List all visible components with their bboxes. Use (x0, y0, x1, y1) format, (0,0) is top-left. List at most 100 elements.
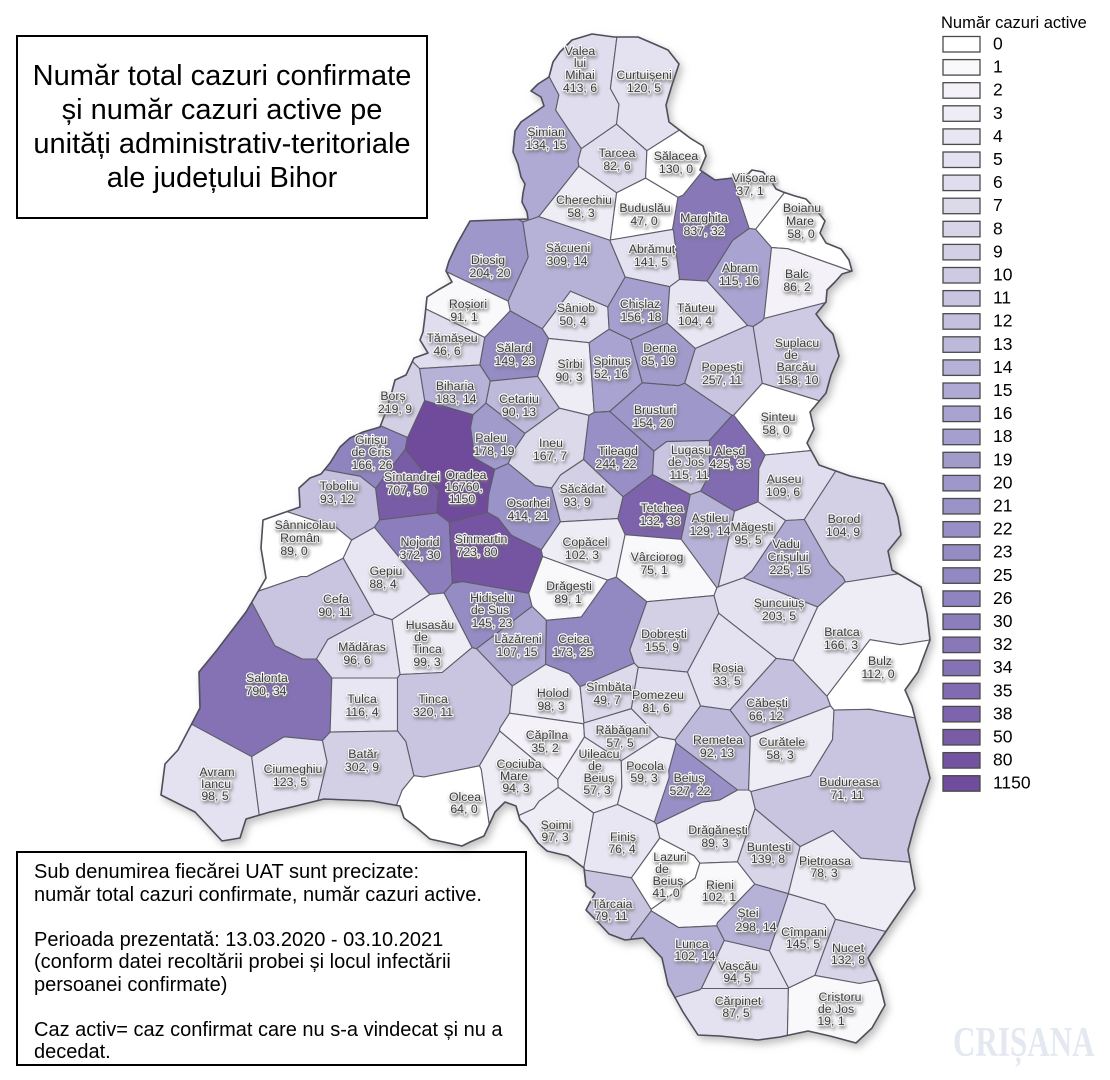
svg-text:Oradea: Oradea (445, 468, 486, 482)
svg-text:Ștei: Ștei (737, 906, 758, 920)
svg-text:71, 11: 71, 11 (830, 788, 863, 802)
svg-text:Sălard: Sălard (496, 341, 532, 355)
svg-text:107, 15: 107, 15 (496, 645, 537, 659)
svg-text:Suplacu: Suplacu (775, 336, 820, 350)
svg-text:116, 4: 116, 4 (345, 705, 378, 719)
svg-text:Tinca: Tinca (412, 642, 442, 656)
svg-text:723, 80: 723, 80 (456, 545, 497, 559)
svg-text:50, 4: 50, 4 (559, 314, 587, 328)
svg-text:19, 1: 19, 1 (817, 1014, 845, 1028)
svg-text:257, 11: 257, 11 (702, 373, 742, 387)
svg-text:102, 3: 102, 3 (565, 548, 599, 562)
svg-text:Chișlaz: Chișlaz (620, 297, 660, 311)
svg-text:204, 20: 204, 20 (469, 266, 510, 280)
svg-text:Drăgănești: Drăgănești (688, 823, 747, 837)
svg-text:49, 7: 49, 7 (593, 693, 621, 707)
svg-text:104, 9: 104, 9 (826, 525, 860, 539)
svg-text:14: 14 (993, 357, 1013, 377)
svg-text:102, 14: 102, 14 (674, 949, 715, 963)
svg-text:16: 16 (993, 403, 1012, 423)
svg-text:Balc: Balc (785, 267, 809, 281)
svg-text:Căpîlna: Căpîlna (526, 728, 569, 742)
svg-text:120, 5: 120, 5 (627, 81, 661, 95)
svg-text:Tileagd: Tileagd (598, 444, 638, 458)
svg-text:Sânnicolau: Sânnicolau (275, 518, 336, 532)
svg-text:Ciumeghiu: Ciumeghiu (264, 762, 323, 776)
svg-text:89, 3: 89, 3 (701, 836, 729, 850)
svg-text:Curătele: Curătele (759, 735, 806, 749)
svg-text:244, 22: 244, 22 (595, 457, 636, 471)
svg-text:Holod: Holod (537, 686, 569, 700)
svg-text:88, 4: 88, 4 (369, 577, 397, 591)
svg-text:5: 5 (993, 149, 1003, 169)
svg-text:Nucet: Nucet (832, 941, 865, 955)
svg-text:Diosig: Diosig (471, 253, 505, 267)
svg-text:Gepiu: Gepiu (370, 564, 403, 578)
svg-text:132, 8: 132, 8 (831, 953, 865, 967)
svg-text:130, 0: 130, 0 (659, 162, 693, 176)
svg-text:707, 50: 707, 50 (386, 483, 427, 497)
svg-text:13: 13 (993, 334, 1012, 354)
svg-text:Derna: Derna (643, 341, 677, 355)
svg-text:Finiș: Finiș (610, 830, 636, 844)
svg-text:123, 5: 123, 5 (273, 775, 307, 789)
svg-text:320, 11: 320, 11 (413, 705, 453, 719)
svg-text:414, 21: 414, 21 (507, 509, 548, 523)
svg-text:115, 16: 115, 16 (719, 274, 759, 288)
svg-text:132, 38: 132, 38 (639, 514, 680, 528)
svg-text:Tărcaia: Tărcaia (591, 897, 632, 911)
svg-text:302, 9: 302, 9 (345, 760, 379, 774)
svg-text:Cetariu: Cetariu (499, 392, 539, 406)
svg-text:81, 6: 81, 6 (642, 701, 670, 715)
svg-text:Buntești: Buntești (747, 840, 791, 854)
svg-text:145, 23: 145, 23 (471, 616, 512, 630)
svg-text:92, 13: 92, 13 (700, 746, 734, 760)
svg-text:Osorhei: Osorhei (506, 496, 549, 510)
svg-text:Aștileu: Aștileu (692, 511, 729, 525)
svg-text:219, 9: 219, 9 (378, 402, 412, 416)
svg-text:Biharia: Biharia (436, 379, 474, 393)
svg-text:Toboliu: Toboliu (320, 479, 359, 493)
svg-text:59, 3: 59, 3 (630, 771, 658, 785)
svg-text:94, 5: 94, 5 (723, 971, 751, 985)
svg-text:20: 20 (993, 472, 1013, 492)
svg-text:91, 1: 91, 1 (450, 310, 478, 324)
svg-text:166, 3: 166, 3 (824, 638, 858, 652)
svg-text:Număr cazuri active: Număr cazuri active (941, 14, 1087, 32)
svg-text:Hidișelu: Hidișelu (470, 591, 514, 605)
svg-text:155, 9: 155, 9 (645, 640, 679, 654)
svg-text:Avram: Avram (199, 765, 234, 779)
svg-text:95, 5: 95, 5 (734, 533, 762, 547)
svg-text:35, 2: 35, 2 (531, 741, 559, 755)
svg-text:66, 12: 66, 12 (749, 709, 783, 723)
svg-text:Beiuș: Beiuș (653, 874, 684, 888)
svg-text:Beiuș: Beiuș (674, 771, 705, 785)
svg-text:149, 23: 149, 23 (494, 354, 535, 368)
svg-text:Olcea: Olcea (449, 790, 481, 804)
svg-text:Bulz: Bulz (868, 654, 892, 668)
svg-text:Borș: Borș (380, 389, 405, 403)
svg-text:Mădăras: Mădăras (338, 640, 386, 654)
svg-text:Sâniob: Sâniob (557, 301, 595, 315)
svg-text:Ineu: Ineu (539, 436, 563, 450)
svg-text:Sîrbi: Sîrbi (557, 357, 582, 371)
svg-text:85, 19: 85, 19 (641, 354, 675, 368)
svg-text:Sîntandrei: Sîntandrei (384, 470, 440, 484)
svg-text:58, 0: 58, 0 (787, 227, 815, 241)
svg-text:87, 5: 87, 5 (722, 1006, 750, 1020)
svg-text:2: 2 (993, 80, 1003, 100)
svg-text:Român: Român (280, 531, 320, 545)
svg-text:75, 1: 75, 1 (640, 563, 668, 577)
svg-text:35: 35 (993, 680, 1012, 700)
svg-text:Boianu: Boianu (783, 201, 821, 215)
svg-text:Tinca: Tinca (418, 692, 448, 706)
svg-text:Șinteu: Șinteu (761, 410, 796, 424)
svg-text:Șoimi: Șoimi (541, 818, 572, 832)
svg-text:Pocola: Pocola (626, 759, 664, 773)
svg-text:Mare: Mare (786, 214, 814, 228)
svg-text:Sîmbăta: Sîmbăta (586, 680, 632, 694)
svg-text:156, 18: 156, 18 (620, 310, 661, 324)
svg-text:158, 10: 158, 10 (777, 373, 818, 387)
svg-text:Vadu: Vadu (772, 537, 800, 551)
svg-text:141, 5: 141, 5 (634, 255, 668, 269)
